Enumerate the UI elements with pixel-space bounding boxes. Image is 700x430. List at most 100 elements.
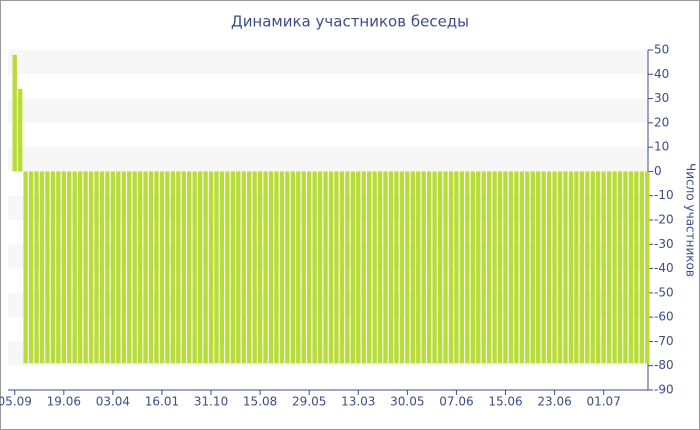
bar [617, 171, 623, 364]
bar [634, 171, 639, 364]
bar [639, 171, 645, 364]
bar [121, 171, 126, 364]
x-tick-label: 30.05 [390, 395, 424, 409]
grid-band [8, 147, 648, 172]
bar [77, 171, 83, 364]
bar [170, 171, 176, 364]
bar [268, 171, 274, 364]
bar [290, 171, 296, 364]
y-axis-title: Число участников [684, 163, 698, 277]
bar [514, 171, 519, 364]
bar [536, 171, 541, 364]
bar [328, 171, 334, 364]
bar [12, 54, 17, 172]
x-tick-label: 16.01 [145, 395, 179, 409]
bar [137, 171, 143, 364]
bar [437, 171, 443, 364]
bar [552, 171, 557, 364]
x-tick-label: 05.09 [0, 395, 32, 409]
bar [388, 171, 394, 364]
y-tick-label: 20 [654, 115, 669, 129]
bar [568, 171, 574, 364]
bar [628, 171, 634, 364]
x-tick-label: 13.03 [341, 395, 375, 409]
y-tick-label: 40 [654, 67, 669, 81]
y-tick-label: -60 [654, 310, 674, 324]
y-tick-label: 50 [654, 43, 669, 57]
bar [127, 171, 132, 364]
bar [377, 171, 383, 364]
bar [563, 171, 568, 364]
bar [67, 171, 72, 364]
bar [105, 171, 110, 364]
y-tick-label: 30 [654, 91, 669, 105]
bar [181, 171, 186, 364]
y-tick-label: -50 [654, 285, 674, 299]
bar [34, 171, 39, 364]
bar [263, 171, 268, 364]
bar [421, 171, 426, 364]
bar [241, 171, 246, 364]
bar [99, 171, 105, 364]
x-tick-label: 07.06 [439, 395, 473, 409]
bar [285, 171, 290, 364]
bar [307, 171, 312, 364]
bar [557, 171, 563, 364]
bar [301, 171, 306, 364]
bar [383, 171, 388, 364]
bar [350, 171, 355, 364]
bar [574, 171, 579, 364]
bar [50, 171, 56, 364]
grid-band [8, 50, 648, 75]
bar [203, 171, 208, 364]
bar [503, 171, 508, 364]
y-tick-label: -20 [654, 213, 674, 227]
bar [519, 171, 525, 364]
bar [645, 171, 650, 364]
bar [345, 171, 350, 364]
bar [61, 171, 66, 364]
bar [465, 171, 470, 364]
x-tick-label: 15.06 [488, 395, 522, 409]
bar [230, 171, 236, 364]
chart-title: Динамика участников беседы [231, 13, 469, 31]
bar [492, 171, 497, 364]
bar [432, 171, 437, 364]
y-tick-label: -80 [654, 358, 674, 372]
bar [470, 171, 475, 364]
bar [399, 171, 405, 364]
bar [94, 171, 99, 364]
x-tick-label: 23.06 [537, 395, 571, 409]
x-tick-label: 01.07 [586, 395, 620, 409]
bar [459, 171, 465, 364]
bar [448, 171, 454, 364]
bar [159, 171, 165, 364]
bar [45, 171, 50, 364]
bar [486, 171, 492, 364]
bar [274, 171, 279, 364]
bar [476, 171, 481, 364]
bar [236, 171, 241, 364]
bar [366, 171, 372, 364]
bar [361, 171, 366, 364]
bar [23, 171, 28, 364]
bar [579, 171, 585, 364]
bar [197, 171, 203, 364]
bar [165, 171, 170, 364]
bar [601, 171, 606, 364]
bar [546, 171, 552, 364]
bar [154, 171, 159, 364]
bar [39, 171, 45, 364]
bar [312, 171, 317, 364]
bar [525, 171, 530, 364]
bar [296, 171, 301, 364]
bar [454, 171, 459, 364]
bar [143, 171, 148, 364]
bar [530, 171, 535, 364]
bar [219, 171, 225, 364]
bar [257, 171, 263, 364]
bar [187, 171, 192, 364]
y-tick-label: -70 [654, 334, 674, 348]
bar [110, 171, 116, 364]
